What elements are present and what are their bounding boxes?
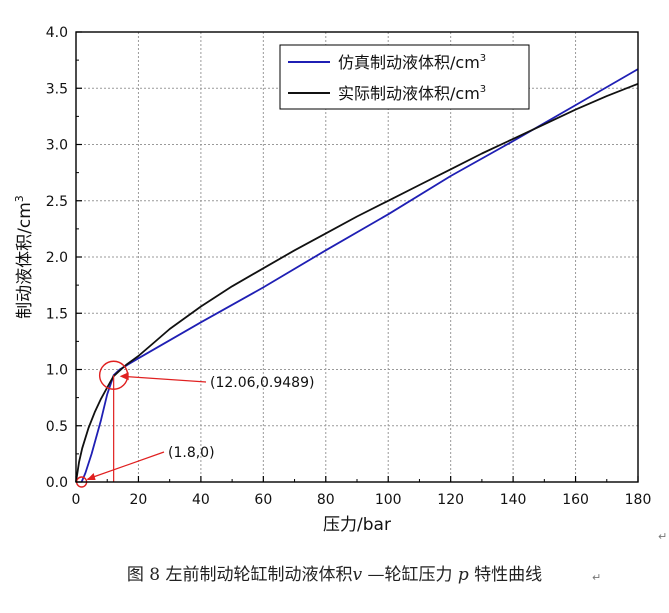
- y-tick-label: 2.0: [46, 250, 68, 266]
- y-tick-label: 1.0: [46, 363, 68, 379]
- x-axis-label: 压力/bar: [323, 515, 391, 535]
- y-tick-label: 4.0: [46, 25, 68, 41]
- legend-label-actual: 实际制动液体积/cm3: [338, 84, 486, 103]
- caption-text-mid: —轮缸压力: [362, 565, 458, 585]
- y-axis-label-text: 制动液体积/cm: [15, 202, 35, 319]
- axis-ticks: 0 20 40 60 80 100 120 140 160 180 0.0 0.5 1.0 1.5 2.0 2…: [46, 25, 652, 508]
- annotation-arrow-origin: [87, 451, 165, 480]
- legend-label-simulated: 仿真制动液体积/cm3: [338, 53, 486, 72]
- caption-prefix: 图 8: [126, 565, 161, 585]
- annotation-label-knee: (12.06,0.9489): [210, 375, 314, 391]
- legend-box: [279, 44, 530, 110]
- caption-var-p: p: [457, 565, 469, 585]
- y-axis-label-sup: 3: [13, 195, 26, 202]
- annotation-arrow-knee: [121, 375, 207, 383]
- annotation-layer: (12.06,0.9489) (1.8,0): [75, 360, 314, 488]
- x-tick-label: 40: [192, 492, 210, 508]
- x-tick-label: 20: [130, 492, 148, 508]
- series-line-actual: [75, 82, 639, 483]
- x-tick-label: 180: [625, 492, 652, 508]
- figure-caption: 图 8 左前制动轮缸制动液体积v —轮缸压力 p 特性曲线: [0, 560, 669, 585]
- y-tick-label: 0.5: [46, 419, 68, 435]
- x-tick-label: 160: [562, 492, 589, 508]
- annotation-label-origin: (1.8,0): [168, 445, 215, 461]
- y-tick-label: 1.5: [46, 306, 68, 322]
- x-tick-label: 0: [72, 492, 81, 508]
- y-tick-label: 3.0: [46, 138, 68, 154]
- annotation-arrowhead-knee: [119, 372, 129, 381]
- y-tick-label: 3.5: [46, 81, 68, 97]
- y-tick-label: 2.5: [46, 194, 68, 210]
- chart: (12.06,0.9489) (1.8,0) 0 20 40 60 80 100 120 140…: [13, 25, 652, 535]
- x-tick-label: 80: [317, 492, 335, 508]
- paragraph-mark-icon: ↵: [592, 571, 602, 584]
- legend: 仿真制动液体积/cm3 实际制动液体积/cm3: [279, 44, 530, 110]
- series-line-simulated: [80, 68, 639, 483]
- x-tick-label: 140: [500, 492, 527, 508]
- gridlines: [76, 32, 638, 482]
- x-tick-label: 60: [254, 492, 272, 508]
- paragraph-mark-icon: ↵: [658, 530, 668, 543]
- caption-text-before: 左前制动轮缸制动液体积: [160, 565, 353, 585]
- y-axis-label: 制动液体积/cm3: [13, 195, 35, 319]
- caption-text-after: 特性曲线: [468, 565, 543, 585]
- series-layer: [75, 68, 639, 483]
- y-tick-label: 0.0: [46, 475, 68, 491]
- caption-var-v: v: [352, 565, 363, 585]
- x-tick-label: 120: [437, 492, 464, 508]
- annotation-arrowhead-origin: [86, 473, 96, 480]
- x-tick-label: 100: [375, 492, 402, 508]
